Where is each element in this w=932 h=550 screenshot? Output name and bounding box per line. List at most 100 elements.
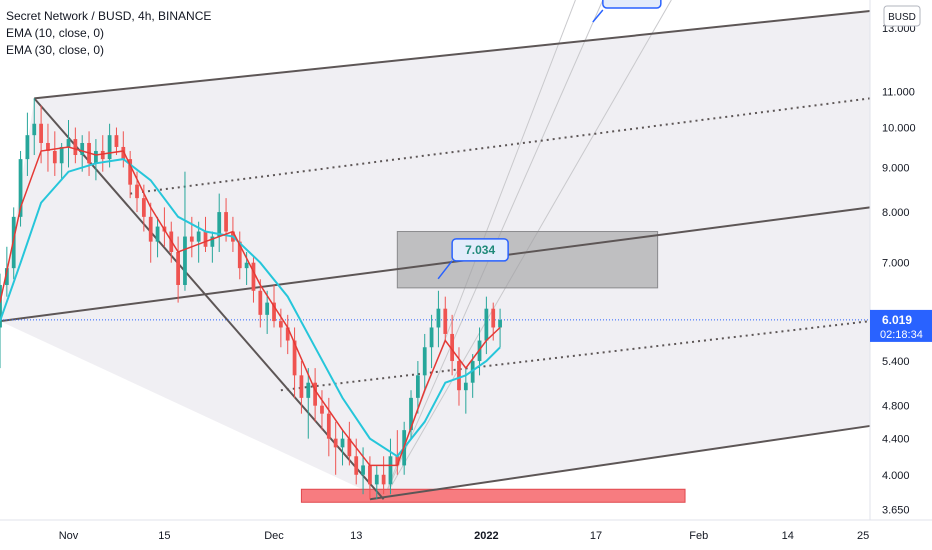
candle-body <box>285 327 290 341</box>
candle-body <box>183 236 187 285</box>
candle-body <box>388 456 393 485</box>
candle-body <box>381 474 386 485</box>
candle-body <box>258 290 263 315</box>
candle-body <box>176 252 180 285</box>
candle-body <box>0 284 2 328</box>
candle-body <box>484 308 489 341</box>
candle-body <box>333 438 338 448</box>
candle-body <box>361 465 365 475</box>
candle-body <box>463 382 468 391</box>
candle-body <box>320 405 324 414</box>
x-tick-label: 15 <box>158 530 170 542</box>
y-tick-label: 3.650 <box>882 504 910 516</box>
candle-body <box>436 308 441 328</box>
candle-body <box>278 321 283 328</box>
candle-body <box>203 231 208 247</box>
candle-body <box>237 241 242 269</box>
candle-body <box>306 382 311 398</box>
last-price-tag <box>870 309 932 342</box>
candle-body <box>210 236 215 247</box>
candle-body <box>59 146 64 164</box>
candle-body <box>39 123 43 143</box>
candle-body <box>121 146 126 160</box>
candle-body <box>148 216 153 242</box>
candle-body <box>73 139 78 156</box>
channel-upper-line <box>34 9 871 100</box>
candle-body <box>429 327 434 348</box>
candle-body <box>128 159 133 185</box>
x-tick-label: 25 <box>857 530 869 542</box>
y-tick-label: 7.000 <box>882 258 910 270</box>
candle-body <box>395 456 400 466</box>
callout-pointer-upper <box>592 9 604 23</box>
x-tick-label: 14 <box>782 530 794 542</box>
channel-median-line <box>0 206 871 323</box>
candle-body <box>100 150 105 160</box>
candle-body <box>46 142 50 151</box>
y-tick-label: 9.000 <box>882 162 910 174</box>
ema-slow-legend[interactable]: EMA (30, close, 0) <box>6 43 105 57</box>
channel-inner-upper-line <box>130 97 871 195</box>
candle-body <box>25 135 30 160</box>
currency-badge-label: BUSD <box>888 12 916 23</box>
candle-body <box>244 262 249 269</box>
symbol-title[interactable]: Secret Network / BUSD, 4h, BINANCE <box>6 9 212 23</box>
candle-body <box>107 135 112 160</box>
y-tick-label: 10.000 <box>882 123 916 135</box>
candle-body <box>292 340 297 376</box>
x-tick-label: Dec <box>264 530 284 542</box>
y-tick-label: 11.000 <box>882 86 915 98</box>
upper-target-callout <box>602 0 662 9</box>
y-tick-label: 4.400 <box>882 434 910 446</box>
candle-body <box>80 142 85 156</box>
ema-fast-line <box>0 146 501 467</box>
x-tick-label: Feb <box>689 530 708 542</box>
candle-body <box>217 212 222 237</box>
x-tick-label: 13 <box>350 530 362 542</box>
candle-body <box>415 375 420 398</box>
candle-body <box>443 308 448 334</box>
price-axis-bg <box>870 0 932 550</box>
ema-fast-legend[interactable]: EMA (10, close, 0) <box>6 26 105 40</box>
x-tick-label: 2022 <box>474 530 498 542</box>
candle-body <box>141 198 146 217</box>
candle-body <box>155 226 160 242</box>
candle-body <box>52 150 57 164</box>
x-tick-label: Nov <box>59 530 79 542</box>
channel-lower-line <box>369 424 871 501</box>
candle-body <box>313 382 318 406</box>
candle-body <box>450 333 455 362</box>
last-price-label: 6.019 <box>882 313 912 327</box>
candle-body <box>498 319 502 328</box>
candle-body <box>354 456 359 475</box>
target-callout-label: 7.034 <box>465 243 495 257</box>
candle-body <box>340 438 345 448</box>
candle-body <box>94 150 98 164</box>
candle-body <box>326 413 331 439</box>
candle-body <box>251 262 256 291</box>
candle-body <box>265 302 270 315</box>
candle-body <box>422 347 427 376</box>
candle-body <box>368 465 372 485</box>
countdown-label: 02:18:34 <box>880 329 923 341</box>
candle-body <box>18 159 23 217</box>
x-tick-label: 17 <box>590 530 602 542</box>
ema-slow-line <box>0 158 501 458</box>
y-tick-label: 4.800 <box>882 401 910 413</box>
candle-body <box>347 438 352 457</box>
candle-body <box>457 361 461 391</box>
candle-body <box>189 236 194 242</box>
candle-body <box>272 302 276 322</box>
candle-body <box>299 375 304 398</box>
candle-body <box>114 135 119 147</box>
y-tick-label: 8.000 <box>882 207 910 219</box>
candle-body <box>32 123 37 136</box>
candle-body <box>196 231 201 242</box>
y-tick-label: 5.400 <box>882 356 910 368</box>
candle-body <box>224 212 228 232</box>
candle-body <box>409 397 413 431</box>
candle-body <box>491 308 496 328</box>
chart-legend: Secret Network / BUSD, 4h, BINANCE EMA (… <box>6 8 211 59</box>
